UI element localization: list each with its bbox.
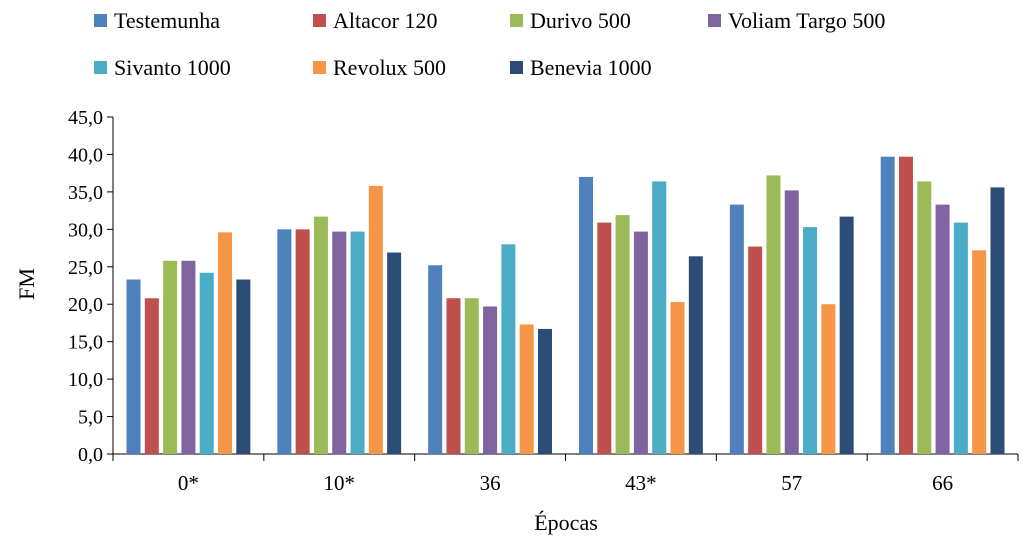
bar-altacor-120-3 <box>446 298 461 454</box>
y-tick-label: 45,0 <box>68 107 103 129</box>
y-tick-label: 35,0 <box>68 182 103 204</box>
bar-altacor-120-6 <box>898 156 913 455</box>
legend-swatch <box>94 61 107 74</box>
x-tick-label: 57 <box>781 471 802 495</box>
x-tick-label: 36 <box>480 471 501 495</box>
bar-altacor-120-4 <box>597 222 612 454</box>
legend-label: Sivanto 1000 <box>114 55 231 80</box>
legend-item: Altacor 120 <box>313 8 437 33</box>
bar-benevia-1000-6 <box>990 187 1005 454</box>
legend-label: Durivo 500 <box>530 8 631 33</box>
legend-item: Benevia 1000 <box>510 55 652 80</box>
legend-item: Testemunha <box>94 8 220 33</box>
bar-durivo-500-4 <box>615 215 630 454</box>
legend: Testemunha Altacor 120 Durivo 500 Voliam Ta… <box>94 8 885 80</box>
bar-testemunha-4 <box>579 176 594 454</box>
bar-revolux-500-4 <box>670 301 685 454</box>
bar-testemunha-5 <box>729 204 744 454</box>
bar-durivo-500-6 <box>917 181 932 454</box>
bar-altacor-120-5 <box>748 246 763 454</box>
bar-voliam-targo-500-4 <box>633 231 648 454</box>
y-tick-label: 40,0 <box>68 144 103 166</box>
x-tick-label: 43* <box>625 471 657 495</box>
bar-revolux-500-2 <box>368 185 383 455</box>
bar-durivo-500-5 <box>766 175 781 454</box>
bar-voliam-targo-500-5 <box>784 190 799 454</box>
legend-swatch <box>313 14 326 27</box>
bar-benevia-1000-3 <box>537 328 552 454</box>
bar-sivanto-1000-1 <box>199 272 214 454</box>
legend-label: Benevia 1000 <box>530 55 652 80</box>
legend-swatch <box>510 61 523 74</box>
legend-item: Revolux 500 <box>313 55 446 80</box>
legend-swatch <box>313 61 326 74</box>
bar-testemunha-3 <box>428 265 443 454</box>
bar-benevia-1000-5 <box>839 216 854 454</box>
legend-item: Voliam Targo 500 <box>708 8 885 33</box>
legend-label: Revolux 500 <box>333 55 446 80</box>
bar-sivanto-1000-4 <box>652 181 667 454</box>
y-tick-label: 15,0 <box>68 332 103 354</box>
legend-swatch <box>510 14 523 27</box>
bar-altacor-120-1 <box>144 298 159 454</box>
bar-sivanto-1000-3 <box>501 244 516 454</box>
x-axis: 0* 10* 36 43* 57 66 <box>112 453 1019 495</box>
y-tick-label: 25,0 <box>68 257 103 279</box>
bar-benevia-1000-4 <box>688 256 703 454</box>
bar-voliam-targo-500-6 <box>935 204 950 454</box>
y-axis-label: FM <box>14 268 39 300</box>
bars <box>126 156 1005 455</box>
legend-item: Sivanto 1000 <box>94 55 231 80</box>
x-tick-label: 0* <box>178 471 199 495</box>
bar-benevia-1000-2 <box>387 252 402 454</box>
x-tick-label: 10* <box>324 471 356 495</box>
y-tick-label: 30,0 <box>68 219 103 241</box>
bar-revolux-500-3 <box>519 324 534 454</box>
bar-testemunha-6 <box>880 156 895 455</box>
bar-durivo-500-1 <box>163 260 178 454</box>
bar-revolux-500-5 <box>821 304 836 454</box>
bar-sivanto-1000-2 <box>350 231 365 454</box>
y-tick-label: 5,0 <box>78 407 103 429</box>
bar-voliam-targo-500-3 <box>483 306 498 454</box>
bar-revolux-500-6 <box>972 250 987 454</box>
bar-voliam-targo-500-1 <box>181 260 196 454</box>
legend-label: Testemunha <box>114 8 220 33</box>
bar-voliam-targo-500-2 <box>332 231 347 454</box>
x-axis-label: Épocas <box>534 510 598 535</box>
y-tick-label: 20,0 <box>68 294 103 316</box>
bar-benevia-1000-1 <box>236 279 251 454</box>
bar-durivo-500-3 <box>464 298 479 454</box>
y-tick-label: 0,0 <box>78 444 103 466</box>
x-tick-label: 66 <box>932 471 953 495</box>
legend-label: Altacor 120 <box>333 8 437 33</box>
bar-sivanto-1000-5 <box>803 227 818 454</box>
legend-swatch <box>94 14 107 27</box>
legend-swatch <box>708 14 721 27</box>
bar-durivo-500-2 <box>313 216 328 454</box>
bar-testemunha-2 <box>277 229 292 454</box>
bar-sivanto-1000-6 <box>953 222 968 454</box>
y-tick-label: 10,0 <box>68 369 103 391</box>
bar-revolux-500-1 <box>218 232 233 454</box>
bar-altacor-120-2 <box>295 229 310 454</box>
y-axis: 0,0 5,0 10,0 15,0 20,0 25,0 30,0 35,0 40,0 45,0 <box>68 107 114 466</box>
bar-testemunha-1 <box>126 279 141 454</box>
legend-label: Voliam Targo 500 <box>728 8 885 33</box>
legend-item: Durivo 500 <box>510 8 631 33</box>
